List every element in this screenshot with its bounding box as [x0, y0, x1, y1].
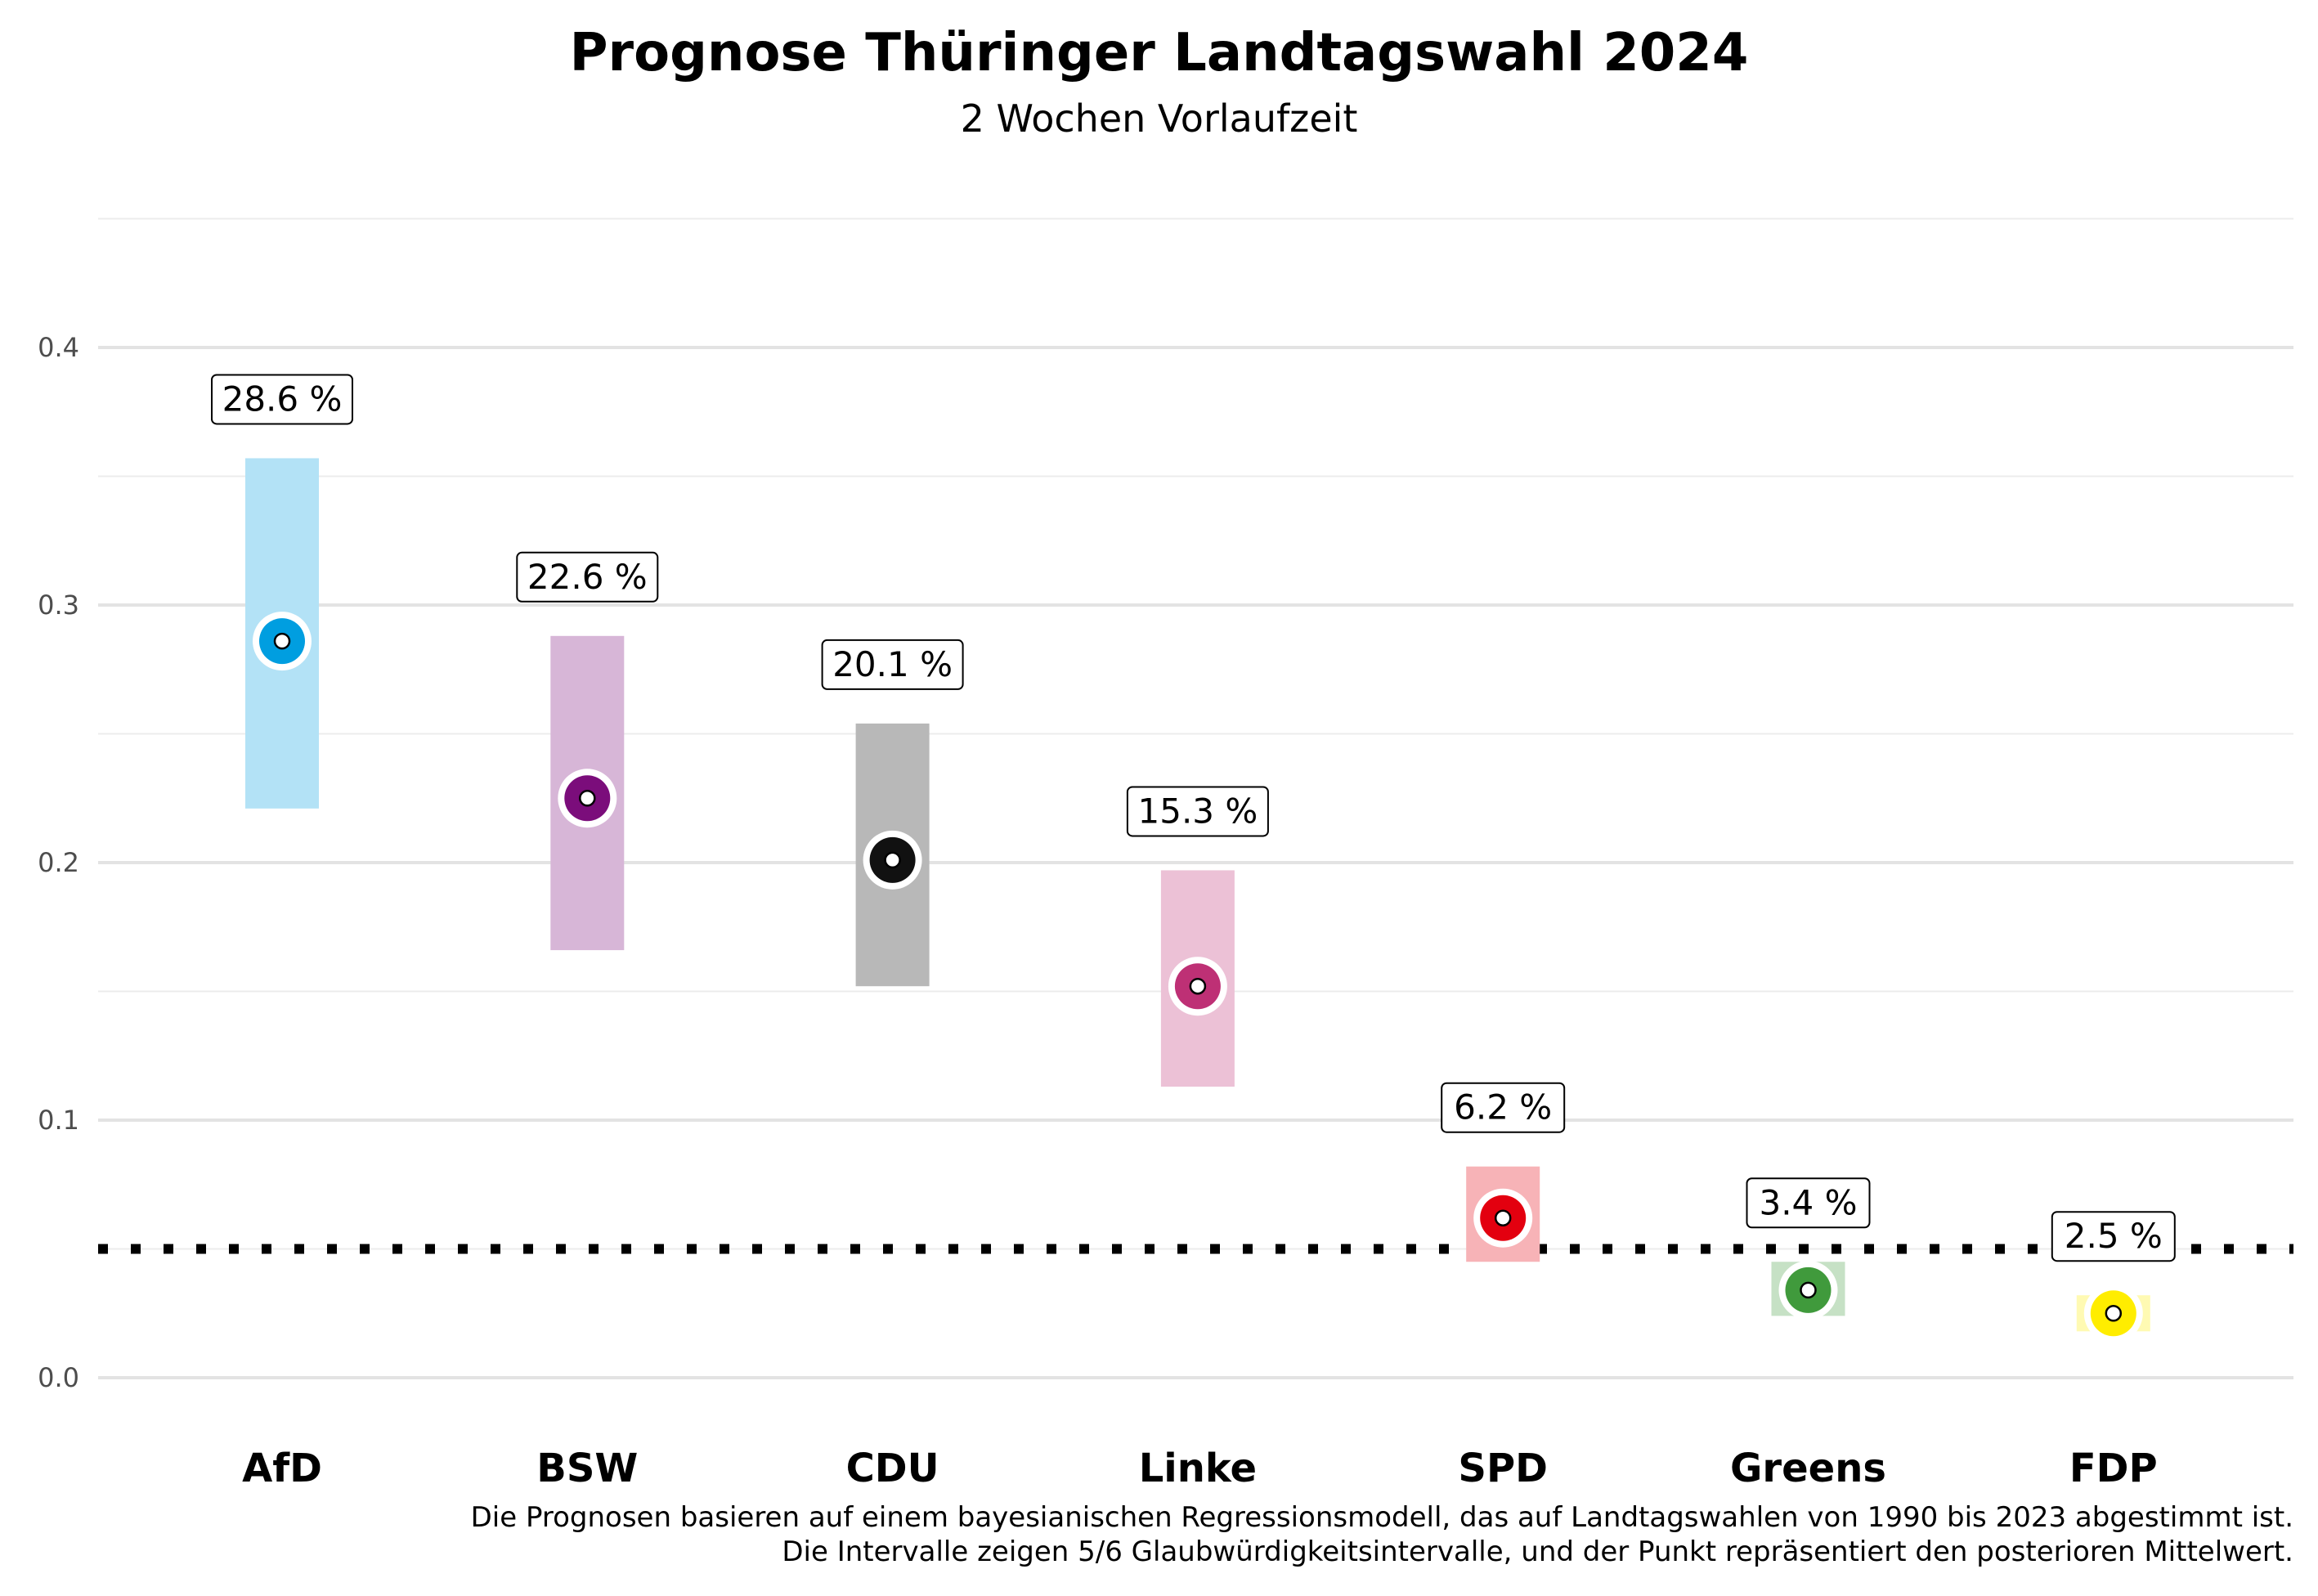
value-label-box — [516, 551, 659, 603]
mean-point-center — [884, 851, 901, 869]
x-category-label: FDP — [2069, 1446, 2158, 1491]
mean-point-center — [1189, 977, 1207, 995]
point-layer — [253, 612, 2143, 1343]
y-tick-label: 0.1 — [38, 1105, 79, 1136]
x-category-label: Greens — [1730, 1446, 1886, 1491]
caption-line-2: Die Intervalle zeigen 5/6 Glaubwürdigkei… — [782, 1535, 2293, 1568]
x-category-label: BSW — [536, 1446, 638, 1491]
x-category-label: AfD — [242, 1446, 322, 1491]
y-tick-label: 0.4 — [38, 332, 79, 363]
value-label: 6.2 % — [1454, 1087, 1552, 1128]
x-category-label: SPD — [1458, 1446, 1548, 1491]
chart-title: Prognose Thüringer Landtagswahl 2024 — [569, 23, 1749, 83]
value-label: 3.4 % — [1759, 1182, 1857, 1222]
mean-point-center — [2105, 1305, 2123, 1322]
value-label: 2.5 % — [2065, 1216, 2163, 1256]
grid-layer — [98, 217, 2293, 1379]
x-category-label: Linke — [1139, 1446, 1257, 1491]
y-tick-label: 0.0 — [38, 1362, 79, 1393]
value-label-box — [1441, 1082, 1566, 1133]
mean-point-center — [273, 632, 291, 650]
value-label: 20.1 % — [832, 644, 953, 684]
value-label: 22.6 % — [527, 557, 648, 597]
value-label: 28.6 % — [222, 379, 343, 419]
value-label-box — [1746, 1177, 1871, 1229]
label-layer: 28.6 % 22.6 % 20.1 % 15.3 % 6.2 % 3.4 % 2.5 % — [211, 374, 2176, 1262]
value-label-box — [211, 374, 353, 425]
x-category-label: CDU — [846, 1446, 939, 1491]
value-label-box — [1126, 786, 1269, 837]
value-label: 15.3 % — [1138, 791, 1258, 831]
mean-point-center — [1800, 1281, 1817, 1299]
axis-layer: 0.0 0.1 0.2 0.3 0.4 AfD BSW CDU Linke SPD Greens FD… — [38, 332, 2158, 1491]
chart-subtitle: 2 Wochen Vorlaufzeit — [960, 96, 1358, 141]
mean-point-center — [1494, 1209, 1512, 1226]
value-label-box — [821, 639, 964, 690]
y-tick-label: 0.2 — [38, 847, 79, 878]
mean-point-center — [579, 790, 596, 807]
caption-line-1: Die Prognosen basieren auf einem bayesia… — [470, 1501, 2293, 1534]
y-tick-label: 0.3 — [38, 590, 79, 621]
value-label-box — [2051, 1211, 2176, 1262]
